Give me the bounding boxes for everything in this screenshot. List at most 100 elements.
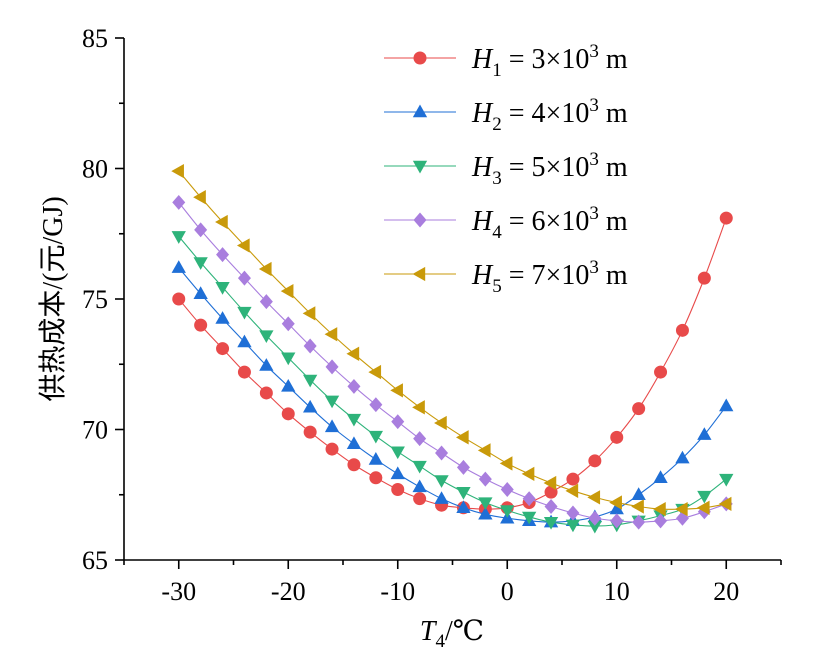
data-point [237,306,252,320]
axes [123,38,781,561]
data-point [412,460,427,474]
data-point [413,431,427,447]
data-point [718,496,732,512]
data-point [280,284,294,299]
data-point [565,519,581,533]
legend-entry: H5 = 7×103 m [384,257,628,297]
data-point [500,505,515,518]
data-point [456,500,471,513]
data-point [719,211,733,225]
x-tick-label: 20 [713,577,739,606]
data-point [368,430,383,444]
data-point [281,378,296,392]
y-tick-label: 85 [82,24,108,53]
y-tick-label: 75 [82,285,108,314]
data-point [194,318,208,332]
data-point [566,472,580,486]
data-point [369,397,383,413]
data-point [631,487,646,500]
data-point [216,247,230,263]
data-point [675,450,690,464]
data-point [543,475,557,491]
data-point [653,501,666,517]
legend-label: H5 = 7×103 m [471,257,628,297]
data-point [171,231,186,244]
data-point [719,473,734,487]
data-point [390,466,405,480]
data-point [500,482,514,498]
data-point [434,415,447,431]
data-point [609,501,624,515]
data-point [346,346,360,361]
series-4 [172,194,733,530]
data-point [455,430,469,445]
x-tick-label: -30 [161,577,196,606]
data-point [347,458,361,472]
data-point [281,407,295,421]
data-point [587,520,602,534]
data-point [281,352,296,366]
data-point [391,414,405,430]
data-point [522,491,536,507]
data-point [543,516,559,530]
data-point [259,386,273,400]
data-point [477,443,491,458]
data-point [478,506,493,520]
data-point [325,442,339,456]
data-point [456,459,470,475]
data-point [193,257,208,270]
data-point [675,323,689,337]
data-point [632,402,646,416]
data-point [347,378,361,394]
data-point [303,425,317,439]
data-point [654,365,668,379]
data-point [653,470,668,483]
data-point [544,499,558,514]
series-5 [171,163,732,517]
data-point [696,500,710,515]
data-point [216,342,230,356]
data-point [456,486,471,500]
data-point [258,261,272,277]
data-point [303,338,317,354]
data-point [521,466,535,482]
data-point [324,395,340,409]
data-point [412,266,426,282]
series-line [178,202,727,523]
x-tick-label: 0 [501,577,514,606]
legend-label: H3 = 5×103 m [471,149,628,189]
legend: H1 = 3×103 m H2 = 4×103 m H3 = 5×103 m H4 =… [384,41,628,297]
data-point [281,316,295,332]
data-point [237,270,251,286]
data-point [499,456,513,471]
data-point [215,214,228,230]
data-point [654,513,668,529]
series-1 [172,211,733,516]
legend-entry: H3 = 5×103 m [384,149,628,189]
data-point [697,427,712,440]
data-point [697,490,712,504]
data-point [215,282,230,295]
data-point [172,292,186,306]
data-point [391,483,405,497]
data-point [368,452,383,465]
data-point [631,499,644,514]
data-point [632,514,646,530]
data-point [302,306,316,321]
data-point [237,334,252,348]
data-point [390,446,405,460]
data-point [390,383,403,398]
series-line [178,170,727,510]
legend-entry: H2 = 4×103 m [384,95,628,135]
data-point [478,471,492,487]
data-point [412,400,425,415]
data-point [346,436,362,450]
plot-area [171,163,734,534]
data-point [719,398,734,412]
data-point [587,490,601,505]
data-point [588,454,602,468]
data-point [194,222,208,238]
data-point [324,327,338,342]
data-point [171,260,186,273]
